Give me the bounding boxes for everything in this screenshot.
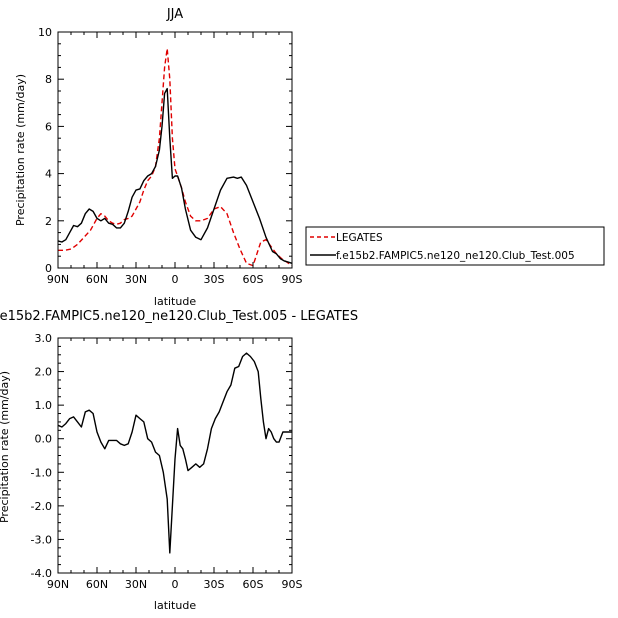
y-tick-label: 10 — [38, 26, 52, 39]
x-tick-label: 60S — [243, 273, 264, 286]
x-tick-label: 90S — [282, 273, 303, 286]
difference-line — [57, 352, 292, 554]
y-tick-label: 0 — [45, 262, 52, 275]
top-chart-plot-frame — [57, 31, 293, 269]
top-chart-title: JJA — [166, 7, 183, 22]
y-tick-label: 3.0 — [35, 332, 53, 345]
series-line-0 — [58, 47, 293, 267]
bottom-chart-ticks: 90N 60N 30N 0 30S 60S 90S -4.0 -3.0 -2.0 -1.0 0.0 1.… — [31, 332, 303, 591]
y-tick-label: 8 — [45, 73, 52, 86]
y-tick-label: -3.0 — [31, 533, 52, 546]
top-chart-legend: LEGATES f.e15b2.FAMPIC5.ne120_ne120.Club… — [305, 226, 605, 266]
y-tick-label: -2.0 — [31, 500, 52, 513]
x-tick-label: 0 — [172, 273, 179, 286]
y-tick-label: 2 — [45, 215, 52, 228]
bottom-chart-series — [57, 352, 292, 554]
x-tick-label: 90S — [282, 578, 303, 591]
x-tick-label: 90N — [47, 273, 69, 286]
y-tick-label: 6 — [45, 120, 52, 133]
x-tick-label: 60N — [86, 273, 108, 286]
top-chart-ticks: 90N 60N 30N 0 30S 60S 90S 0 2 4 6 8 10 — [38, 26, 303, 286]
bottom-chart-y-axis-title: Precipitation rate (mm/day) — [0, 371, 11, 523]
x-tick-label: 0 — [172, 578, 179, 591]
x-tick-label: 30N — [125, 273, 147, 286]
y-tick-label: 0.0 — [35, 433, 53, 446]
top-chart-x-axis-title: latitude — [154, 295, 196, 308]
y-tick-label: 1.0 — [35, 399, 53, 412]
top-chart-series — [57, 47, 293, 267]
legend-box — [305, 226, 605, 266]
bottom-chart-x-axis-title: latitude — [154, 599, 196, 612]
bottom-chart-title: f.e15b2.FAMPIC5.ne120_ne120.Club_Test.00… — [0, 309, 358, 324]
x-tick-label: 60N — [86, 578, 108, 591]
legend-label-model: f.e15b2.FAMPIC5.ne120_ne120.Club_Test.00… — [336, 250, 575, 262]
bottom-chart-plot-frame — [57, 337, 293, 574]
x-tick-label: 90N — [47, 578, 69, 591]
bottom-chart: f.e15b2.FAMPIC5.ne120_ne120.Club_Test.00… — [0, 309, 358, 612]
y-tick-label: -4.0 — [31, 567, 52, 580]
y-tick-label: 2.0 — [35, 366, 53, 379]
x-tick-label: 30S — [204, 273, 225, 286]
x-tick-label: 60S — [243, 578, 264, 591]
series-line-1 — [57, 87, 293, 264]
legend-label-legates: LEGATES — [336, 232, 383, 244]
y-tick-label: -1.0 — [31, 466, 52, 479]
x-tick-label: 30N — [125, 578, 147, 591]
x-tick-label: 30S — [204, 578, 225, 591]
top-chart-y-axis-title: Precipitation rate (mm/day) — [14, 74, 27, 226]
y-tick-label: 4 — [45, 168, 52, 181]
